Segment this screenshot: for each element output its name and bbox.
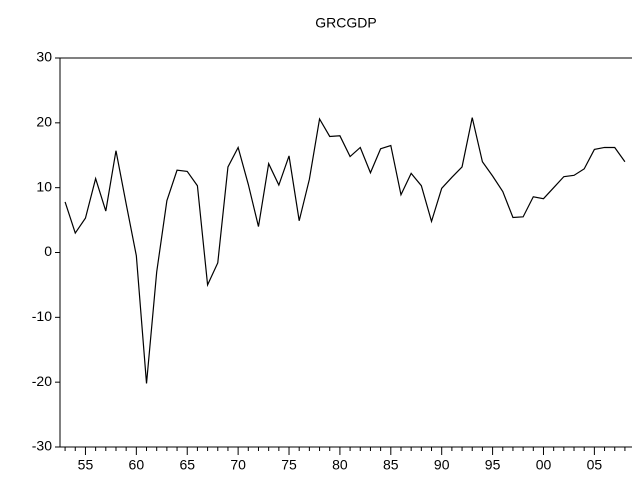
y-tick-label: -30 bbox=[32, 438, 52, 454]
x-tick-label: 70 bbox=[230, 457, 246, 473]
x-tick-label: 80 bbox=[332, 457, 348, 473]
x-tick-label: 60 bbox=[129, 457, 145, 473]
x-tick-label: 75 bbox=[281, 457, 297, 473]
y-tick-label: -20 bbox=[32, 373, 52, 389]
x-tick-label: 65 bbox=[179, 457, 195, 473]
x-tick-label: 85 bbox=[383, 457, 399, 473]
y-tick-label: 10 bbox=[36, 178, 52, 194]
y-tick-label: 30 bbox=[36, 49, 52, 65]
line-series bbox=[64, 117, 626, 384]
y-tick-label: 20 bbox=[36, 114, 52, 130]
x-tick-label: 95 bbox=[485, 457, 501, 473]
x-tick-label: 00 bbox=[536, 457, 552, 473]
y-tick-label: -10 bbox=[32, 308, 52, 324]
y-tick-label: 0 bbox=[44, 243, 52, 259]
x-tick-label: 05 bbox=[587, 457, 603, 473]
x-tick-label: 90 bbox=[434, 457, 450, 473]
x-tick-label: 55 bbox=[78, 457, 94, 473]
chart-title: GRCGDP bbox=[315, 15, 376, 31]
